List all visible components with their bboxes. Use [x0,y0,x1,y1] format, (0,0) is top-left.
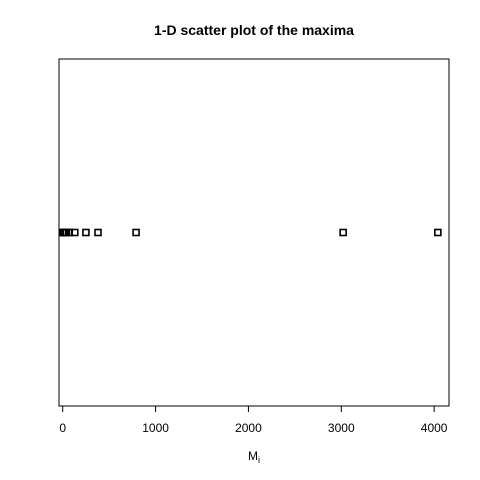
x-tick-label: 4000 [421,421,448,435]
x-tick-label: 1000 [142,421,169,435]
plot-frame [58,58,450,407]
scatter-points [58,228,442,237]
x-tick-label: 0 [59,421,66,435]
data-point [70,228,79,237]
data-point [94,228,102,237]
x-tick-label: 3000 [328,421,355,435]
data-point [434,228,442,237]
x-tick-label: 2000 [235,421,262,435]
x-axis: 0 1000 2000 3000 4000 [59,405,448,435]
data-point [82,228,90,237]
x-axis-label-subscript: i [258,455,260,465]
data-point [132,228,140,237]
x-axis-label-main: M [248,449,258,463]
chart-title: 1-D scatter plot of the maxima [154,22,354,38]
data-point [339,228,347,237]
x-axis-label: Mi [248,449,260,465]
